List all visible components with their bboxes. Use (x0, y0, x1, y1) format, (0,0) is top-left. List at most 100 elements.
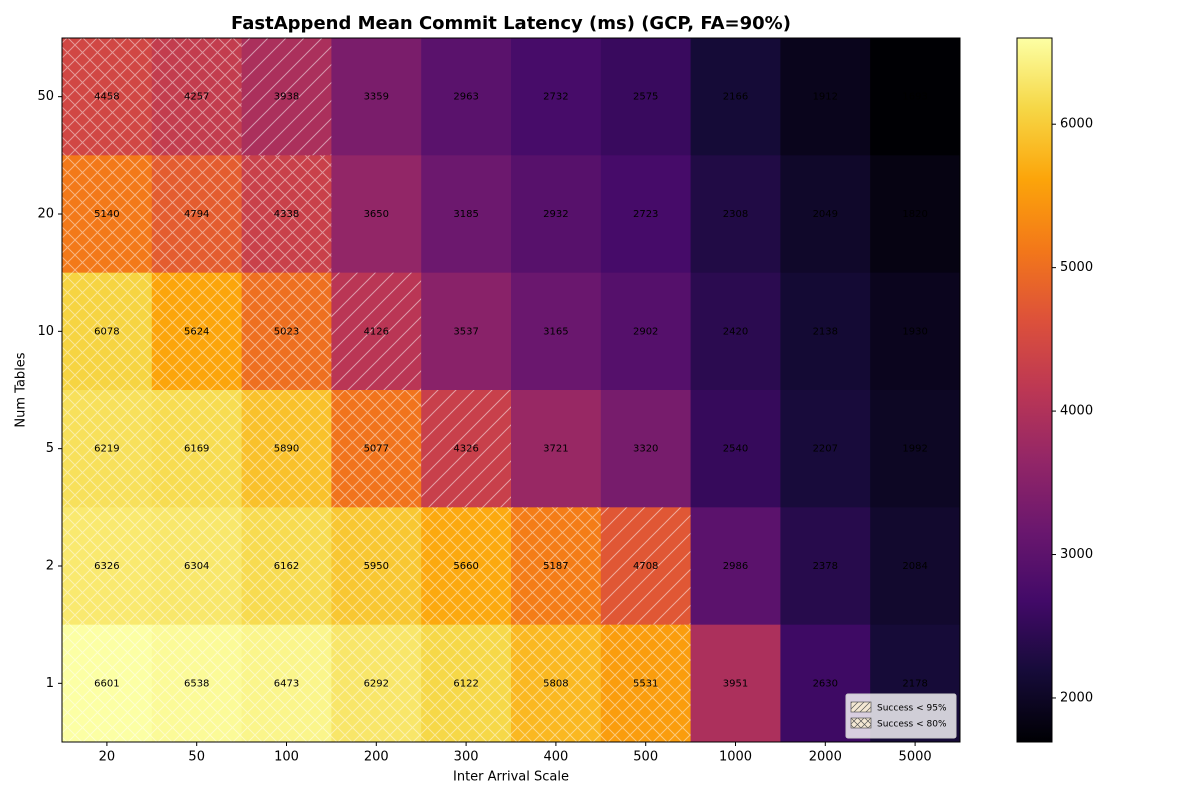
cell-value-label: 2207 (813, 444, 838, 455)
cell-value-label: 2986 (723, 561, 748, 572)
cell-value-label: 1930 (902, 326, 927, 337)
cell-value-label: 5624 (184, 326, 209, 337)
hatch-overlay (62, 272, 152, 390)
x-tick-label: 100 (274, 750, 299, 765)
cell-value-label: 2084 (902, 561, 927, 572)
hatch-overlay (421, 390, 511, 508)
hatch-overlay (151, 272, 242, 390)
cell-value-label: 5140 (94, 209, 119, 220)
heatmap-cell (690, 272, 781, 391)
x-tick-label: 20 (99, 750, 116, 765)
cell-value-label: 5808 (543, 678, 568, 689)
y-tick-label: 5 (46, 441, 54, 456)
legend-swatch-hatch (851, 718, 871, 728)
heatmap-cell (690, 390, 781, 508)
heatmap-cell (421, 155, 512, 274)
cell-value-label: 6292 (364, 678, 389, 689)
hatch-overlay (331, 390, 422, 508)
cell-value-label: 6304 (184, 561, 209, 572)
cell-value-label: 2420 (723, 326, 748, 337)
heatmap-cell (690, 507, 781, 626)
hatch-overlay (331, 272, 422, 390)
cell-value-label: 4458 (94, 92, 119, 103)
heatmap-cell (421, 38, 512, 156)
legend-label: Success < 80% (877, 720, 947, 730)
colorbar-tick-label: 4000 (1060, 404, 1093, 419)
heatmap-cell (511, 38, 602, 156)
cell-value-label: 2378 (813, 561, 838, 572)
cell-value-label: 2902 (633, 326, 658, 337)
hatch-overlay (151, 155, 242, 273)
cell-value-label: 6169 (184, 444, 209, 455)
x-tick-label: 200 (364, 750, 389, 765)
hatch-overlay (600, 624, 691, 742)
heatmap-cell (331, 38, 422, 156)
heatmap-cell (780, 390, 871, 508)
hatch-overlay (241, 624, 332, 742)
cell-value-label: 4326 (453, 444, 478, 455)
heatmap-cell (870, 155, 961, 274)
hatch-overlay (62, 507, 152, 625)
cell-value-label: 6078 (94, 326, 119, 337)
cell-value-label: 6219 (94, 444, 119, 455)
legend-swatch-hatch (851, 702, 871, 712)
cell-value-label: 2723 (633, 209, 658, 220)
x-tick-label: 300 (454, 750, 479, 765)
cell-value-label: 4338 (274, 209, 299, 220)
hatch-overlay (241, 38, 332, 156)
cell-value-label: 3320 (633, 444, 658, 455)
hatch-overlay (151, 390, 242, 508)
cell-value-label: 3537 (453, 326, 478, 337)
hatch-overlay (241, 155, 332, 273)
colorbar-tick-label: 2000 (1060, 690, 1093, 705)
cell-value-label: 3650 (364, 209, 389, 220)
cell-value-label: 1992 (902, 444, 927, 455)
heatmap-cell (421, 272, 512, 391)
hatch-overlay (331, 507, 422, 625)
cell-value-label: 2630 (813, 678, 838, 689)
cell-value-label: 3951 (723, 678, 748, 689)
cell-value-label: 2166 (723, 92, 748, 103)
cell-value-label: 2732 (543, 92, 568, 103)
hatch-overlay (241, 272, 332, 390)
chart-title: FastAppend Mean Commit Latency (ms) (GCP… (231, 13, 791, 34)
cell-value-label: 6601 (94, 678, 119, 689)
cell-value-label: 2963 (453, 92, 478, 103)
y-axis-label: Num Tables (14, 352, 29, 427)
x-axis-label: Inter Arrival Scale (453, 770, 569, 785)
hatch-overlay (511, 624, 601, 742)
cell-value-label: 5023 (274, 326, 299, 337)
colorbar-tick-label: 6000 (1060, 117, 1093, 132)
x-tick-label: 500 (633, 750, 658, 765)
heatmap-cell (600, 155, 692, 274)
colorbar-tick-label: 3000 (1060, 547, 1093, 562)
cell-value-label: 5531 (633, 678, 658, 689)
cell-value-label: 4708 (633, 561, 658, 572)
hatch-overlay (331, 624, 422, 742)
hatch-overlay (600, 507, 691, 625)
legend-label: Success < 95% (877, 704, 947, 714)
heatmap-cell (511, 272, 602, 391)
colorbar-tick-label: 5000 (1060, 260, 1093, 275)
x-tick-label: 50 (188, 750, 205, 765)
hatch-overlay (241, 390, 332, 508)
heatmap-cell (690, 624, 781, 743)
hatch-overlay (62, 390, 152, 508)
cell-value-label: 3165 (543, 326, 568, 337)
heatmap-cell (600, 390, 692, 508)
cell-value-label: 5187 (543, 561, 568, 572)
heatmap-cell (511, 390, 602, 508)
cell-value-label: 4794 (184, 209, 209, 220)
cell-value-label: 2138 (813, 326, 838, 337)
heatmap-cell (870, 272, 961, 391)
cell-value-label: 1912 (813, 92, 838, 103)
heatmap-cell (690, 155, 781, 274)
hatch-overlay (62, 155, 152, 273)
cell-value-label: 5950 (364, 561, 389, 572)
cell-value-label: 6326 (94, 561, 119, 572)
colorbar (1016, 37, 1053, 743)
heatmap-cell (780, 507, 871, 626)
x-tick-label: 1000 (719, 750, 752, 765)
y-tick-label: 20 (37, 207, 54, 222)
